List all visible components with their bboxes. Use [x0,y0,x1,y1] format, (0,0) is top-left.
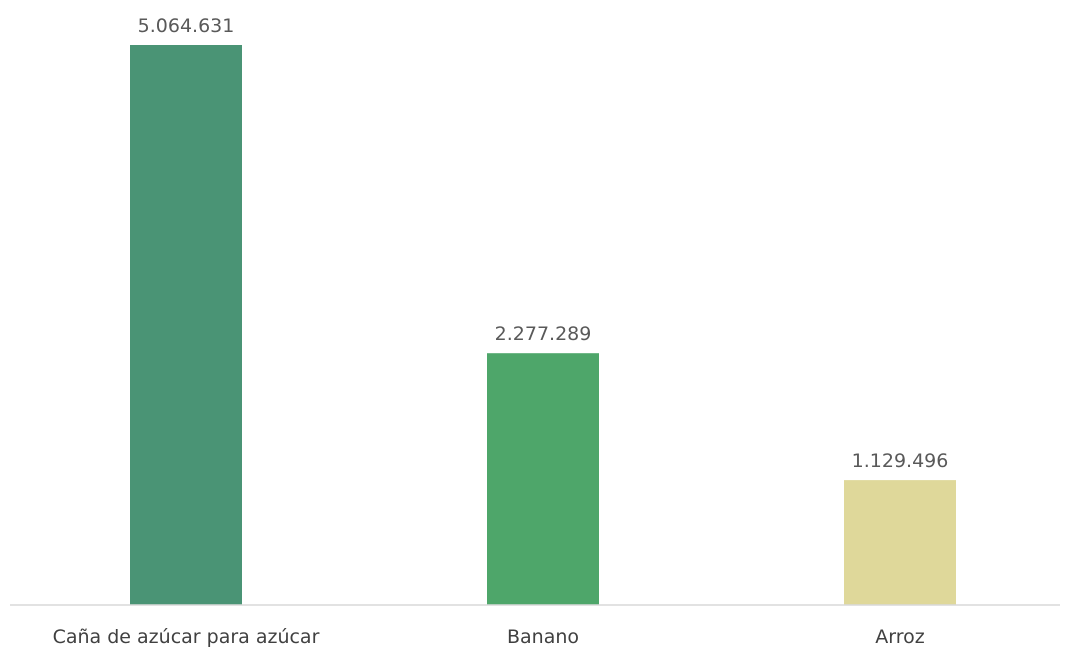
value-label-1: 2.277.289 [495,323,592,345]
bar-0 [130,45,242,605]
value-label-2: 1.129.496 [852,450,949,472]
value-label-0: 5.064.631 [138,15,235,37]
bar-2 [844,480,956,605]
x-tick-label-2: Arroz [875,626,924,648]
value-labels-group: 5.064.631 2.277.289 1.129.496 [138,15,949,472]
x-tick-label-1: Banano [507,626,579,648]
bars-group [130,45,956,605]
x-tick-label-0: Caña de azúcar para azúcar [53,626,320,648]
x-tick-labels-group: Caña de azúcar para azúcar Banano Arroz [53,626,925,648]
bar-1 [487,353,599,605]
